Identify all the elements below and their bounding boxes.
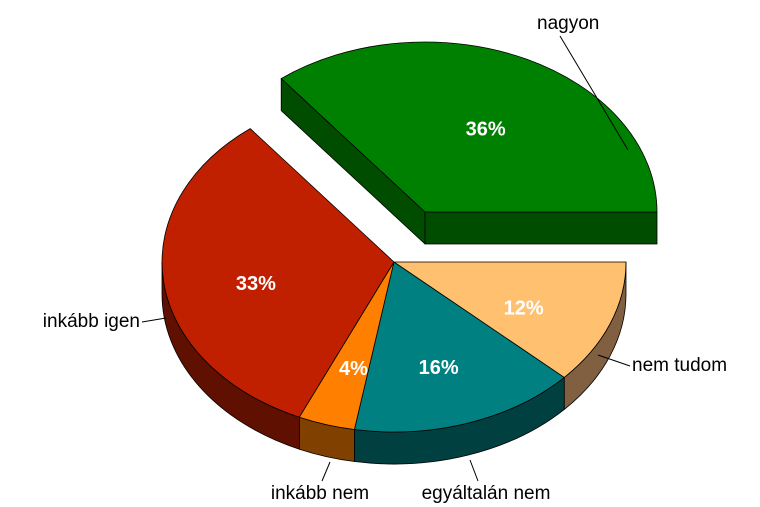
leader-line bbox=[597, 354, 631, 367]
value-label: 16% bbox=[419, 357, 459, 379]
leader-line bbox=[141, 317, 167, 323]
leader-line bbox=[559, 35, 629, 151]
value-label: 36% bbox=[466, 118, 506, 140]
slice-face bbox=[424, 211, 658, 245]
category-label: nem tudom bbox=[632, 355, 727, 376]
value-label: 12% bbox=[504, 297, 544, 319]
category-label: egyáltalán nem bbox=[422, 483, 551, 504]
slice bbox=[161, 128, 395, 418]
value-label: 33% bbox=[236, 273, 276, 295]
slice bbox=[393, 261, 627, 378]
leader-line bbox=[469, 459, 479, 482]
category-label: nagyon bbox=[537, 13, 599, 34]
leader-line bbox=[321, 461, 331, 482]
category-label: inkább nem bbox=[271, 483, 369, 504]
slice bbox=[354, 261, 565, 433]
value-label: 4% bbox=[339, 358, 368, 380]
slice bbox=[280, 41, 658, 213]
category-label: inkább igen bbox=[43, 311, 140, 332]
